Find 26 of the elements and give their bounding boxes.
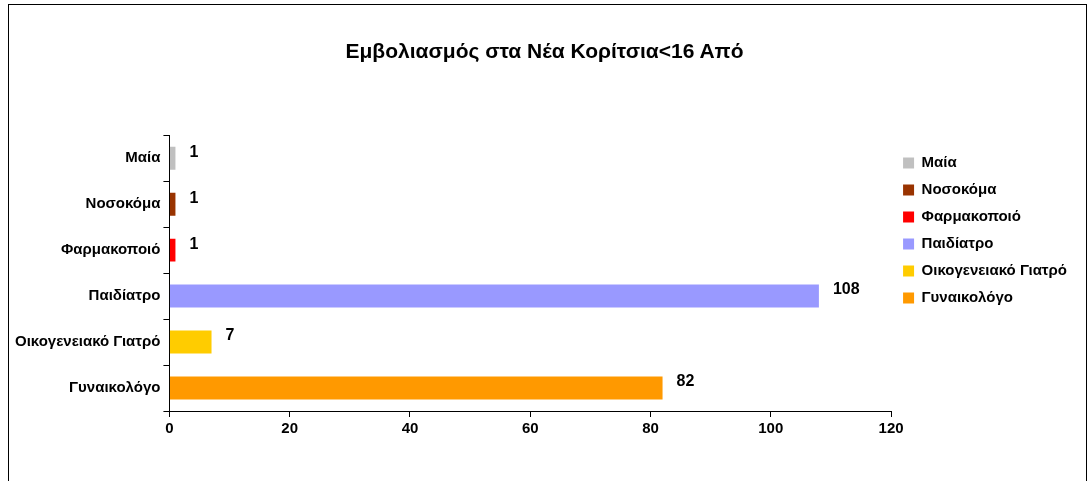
legend-label: Γυναικολόγο xyxy=(921,288,1013,306)
data-label: 1 xyxy=(189,142,199,160)
x-tick-label: 120 xyxy=(878,419,904,437)
legend-label: Μαία xyxy=(921,153,958,171)
data-label: 1 xyxy=(189,234,199,252)
y-tick-label: Νοσοκόμα xyxy=(85,194,162,212)
x-tick-label: 40 xyxy=(401,419,419,437)
y-tick-label: Φαρμακοποιό xyxy=(61,240,161,258)
legend-label: Φαρμακοποιό xyxy=(921,207,1021,225)
y-tick-label: Παιδίατρο xyxy=(88,286,161,304)
legend-label: Παιδίατρο xyxy=(921,234,994,252)
legend-label: Οικογενειακό Γιατρό xyxy=(921,261,1068,279)
legend-label: Νοσοκόμα xyxy=(921,180,998,198)
data-label: 1 xyxy=(189,188,199,206)
y-tick-label: Γυναικολόγο xyxy=(69,378,161,396)
data-label: 108 xyxy=(832,280,860,298)
y-tick-label: Μαία xyxy=(125,148,162,166)
y-tick-label: Οικογενειακό Γιατρό xyxy=(14,332,161,350)
x-tick-label: 0 xyxy=(165,419,174,437)
data-label: 82 xyxy=(676,372,695,390)
x-tick-label: 100 xyxy=(758,419,784,437)
x-tick-label: 60 xyxy=(521,419,539,437)
x-tick-label: 20 xyxy=(281,419,299,437)
x-tick-label: 80 xyxy=(642,419,659,437)
chart-title: Εμβολιασμός στα Νέα Κορίτσια<16 Από xyxy=(345,39,744,64)
data-label: 7 xyxy=(225,326,235,344)
